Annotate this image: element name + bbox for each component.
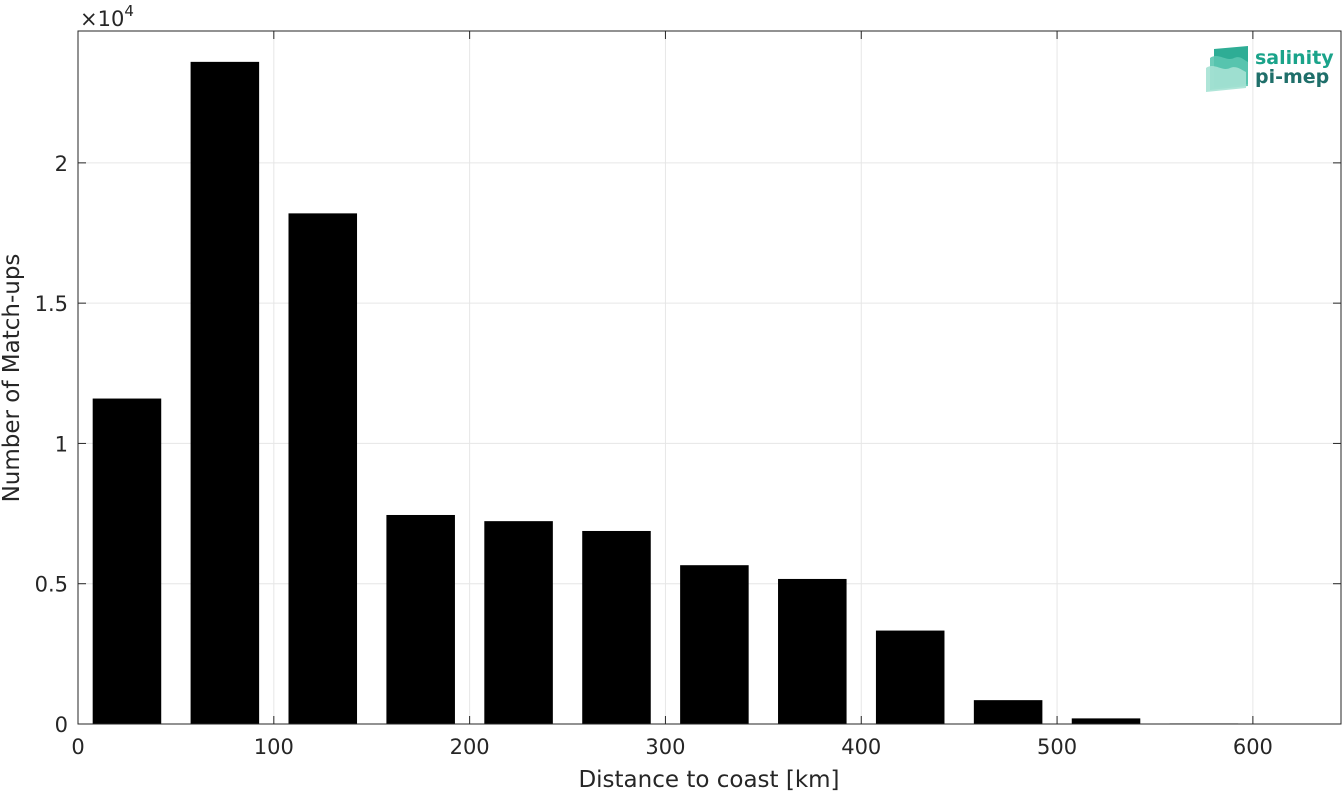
x-tick-label: 100 xyxy=(254,735,294,759)
axes-box xyxy=(77,30,1342,725)
y-tick-label: 2 xyxy=(55,152,68,176)
x-tick-labels: 0 100 200 300 400 500 600 xyxy=(71,735,1273,759)
bar xyxy=(190,61,260,724)
bar xyxy=(386,514,455,724)
y-tick-label: 0.5 xyxy=(35,573,68,597)
logo-text-pi-mep: pi-mep xyxy=(1255,66,1329,88)
logo-text-salinity: salinity xyxy=(1255,47,1334,69)
logo-wave-icon xyxy=(1206,46,1248,92)
x-tick-label: 400 xyxy=(841,735,881,759)
salinity-pi-mep-logo: salinity pi-mep xyxy=(1206,46,1334,92)
bar xyxy=(92,398,162,724)
x-tick-label: 500 xyxy=(1037,735,1077,759)
bar xyxy=(778,578,847,724)
y-tick-labels: 0 0.5 1 1.5 2 xyxy=(35,152,68,737)
bar xyxy=(875,630,945,724)
x-tick-label: 300 xyxy=(645,735,685,759)
bar xyxy=(1071,718,1141,724)
bars xyxy=(92,61,1239,725)
x-tick-label: 600 xyxy=(1233,735,1273,759)
x-tick-label: 200 xyxy=(450,735,490,759)
bar xyxy=(484,521,553,724)
y-tick-label: 1 xyxy=(55,432,68,456)
x-axis-label: Distance to coast [km] xyxy=(578,767,839,792)
y-tick-label: 1.5 xyxy=(35,292,68,316)
y-multiplier-exponent: 4 xyxy=(124,2,134,20)
bar xyxy=(288,213,358,725)
bar xyxy=(973,700,1043,724)
y-axis-multiplier: ×104 xyxy=(80,2,134,31)
bar xyxy=(680,565,749,724)
y-multiplier-base: ×10 xyxy=(80,7,124,31)
y-axis-label: Number of Match-ups xyxy=(0,254,25,503)
x-tick-label: 0 xyxy=(71,735,84,759)
bar xyxy=(582,530,651,724)
ticks xyxy=(77,31,1341,725)
y-tick-label: 0 xyxy=(55,713,68,737)
